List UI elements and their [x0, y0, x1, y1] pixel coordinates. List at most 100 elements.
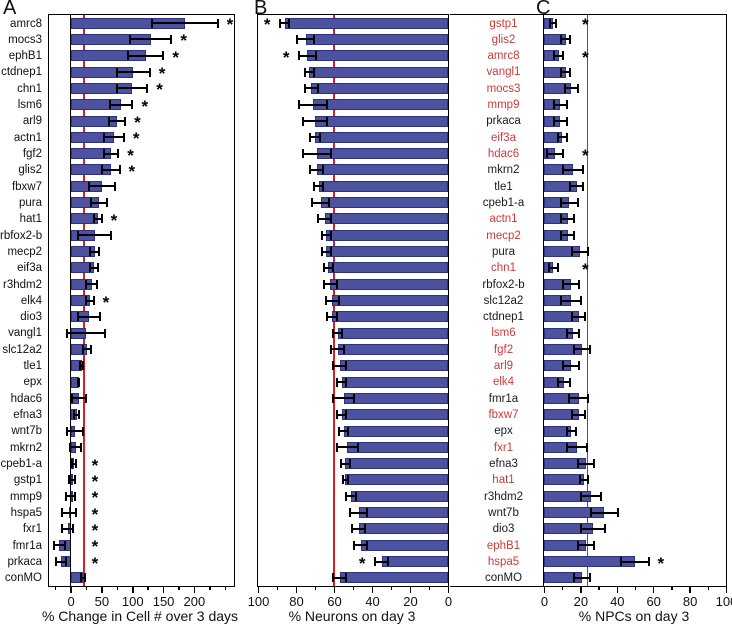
minor-tick [54, 586, 57, 590]
gene-label-rbfox2-b: rbfox2-b [0, 229, 43, 242]
error-bar-mmp9 [553, 100, 568, 110]
error-bar-r3hdm2 [580, 491, 603, 501]
error-bar-line [150, 22, 219, 25]
bar-hat1 [345, 474, 448, 486]
gene-label-r3hdm2: r3hdm2 [3, 278, 42, 291]
error-bar-cap-right [337, 296, 340, 305]
error-bar-hdac6 [70, 393, 87, 403]
gene-label-eif3a: eif3a [491, 131, 516, 144]
error-bar-line [53, 544, 66, 547]
panel-bc-gene-labels: gstp1 glis2 amrc8 vangl1 mocs3 mmp9 prkaca eif3… [450, 16, 543, 587]
gene-label-cpeb1-a: cpeb1-a [0, 457, 42, 470]
tick-label: 100 [247, 593, 270, 609]
error-bar-cap-right [100, 214, 103, 224]
error-bar-cap-right [92, 296, 95, 305]
error-bar-line [332, 364, 348, 367]
error-bar-pura [320, 247, 333, 257]
error-bar-cap-left [79, 361, 82, 371]
error-bar-line [580, 527, 606, 530]
error-bar-hspa5 [373, 557, 390, 567]
error-bar-eif3a [309, 132, 321, 142]
gene-label-rbfox2-b: rbfox2-b [482, 278, 525, 291]
error-bar-line [85, 283, 98, 286]
error-bar-cap-left [60, 524, 63, 534]
error-bar-cap-right [345, 573, 348, 583]
error-bar-r3hdm2 [345, 491, 357, 501]
gene-label-glis2: glis2 [491, 33, 516, 46]
gene-label-chn1: chn1 [17, 82, 42, 95]
error-bar-line [116, 71, 151, 74]
gene-label-ctdnep1: ctdnep1 [1, 66, 42, 79]
error-bar-cap-right [565, 100, 568, 110]
error-bar-cap-right [330, 149, 333, 159]
error-bar-line [70, 397, 87, 400]
bar-mecp2 [326, 229, 448, 241]
gene-label-hdac6: hdac6 [10, 392, 42, 405]
error-bar-cap-left [545, 149, 548, 159]
error-bar-cap-left [335, 377, 338, 387]
significance-asterisk: * [582, 145, 589, 165]
error-bar-cap-right [572, 214, 575, 224]
major-tick [70, 586, 72, 593]
panel-b-x-axis-title: % Neurons on day 3 [288, 608, 416, 624]
bar-hdac6 [316, 148, 448, 160]
error-bar-cap-left [373, 557, 376, 567]
error-bar-line [549, 22, 557, 25]
error-bar-line [567, 397, 590, 400]
gene-label-prkaca: prkaca [486, 115, 521, 128]
gene-label-mecp2: mecp2 [486, 229, 521, 242]
error-bar-cap-right [82, 361, 85, 371]
major-tick [333, 586, 336, 593]
error-bar-cap-right [352, 393, 355, 403]
significance-asterisk: * [582, 259, 589, 279]
error-bar-fmr1a [567, 393, 590, 403]
error-bar-line [349, 511, 369, 514]
error-bar-cap-right [148, 67, 151, 77]
error-bar-cap-left [339, 459, 342, 469]
error-bar-lsm6 [108, 100, 134, 110]
gene-label-mkrn2: mkrn2 [487, 164, 520, 177]
error-bar-cap-right [562, 149, 564, 159]
error-bar-cap-left [77, 230, 80, 240]
error-bar-cap-left [85, 279, 88, 289]
bar-gstp1 [284, 17, 448, 29]
error-bar-cap-right [569, 377, 572, 387]
tick-label: 60 [646, 593, 661, 609]
error-bar-cap-left [556, 377, 559, 387]
error-bar-fxr1 [335, 442, 359, 452]
error-bar-cap-right [74, 459, 77, 469]
error-bar-cap-left [297, 51, 300, 61]
error-bar-line [341, 478, 350, 481]
tick-label: 150 [152, 593, 175, 609]
error-bar-slc12a2 [324, 296, 340, 305]
bar-hspa5 [381, 556, 448, 568]
error-bar-cap-left [332, 361, 335, 371]
significance-asterisk: * [657, 553, 665, 573]
tick-label: 0 [444, 593, 453, 609]
panel-b-x-axis: 100 80 60 40 20 0 [248, 586, 453, 629]
error-bar-cap-right [335, 312, 338, 322]
error-bar-cap-right [330, 214, 333, 224]
bar-ephB1 [360, 539, 448, 551]
significance-asterisk: * [172, 47, 179, 67]
error-bar-line [571, 315, 586, 318]
error-bar-cap-right [578, 279, 581, 289]
error-bar-cap-right [74, 475, 77, 485]
error-bar-line [65, 495, 77, 498]
error-bar-cap-right [99, 312, 102, 322]
error-bar-line [556, 381, 572, 384]
tick-label: 40 [610, 593, 625, 609]
gene-label-amrc8: amrc8 [10, 17, 42, 30]
error-bar-cap-left [297, 100, 300, 110]
minor-tick [178, 586, 180, 590]
error-bar-line [127, 54, 165, 57]
error-bar-line [92, 217, 103, 220]
error-bar-rbfox2-b [562, 279, 581, 289]
significance-asterisk: * [128, 161, 136, 181]
bar-prkaca [315, 115, 448, 127]
minor-tick [671, 586, 673, 590]
error-bar-cap-left [76, 312, 79, 322]
error-bar-mecp2 [560, 230, 575, 240]
error-bar-ctdnep1 [326, 312, 338, 322]
minor-tick [561, 586, 564, 590]
